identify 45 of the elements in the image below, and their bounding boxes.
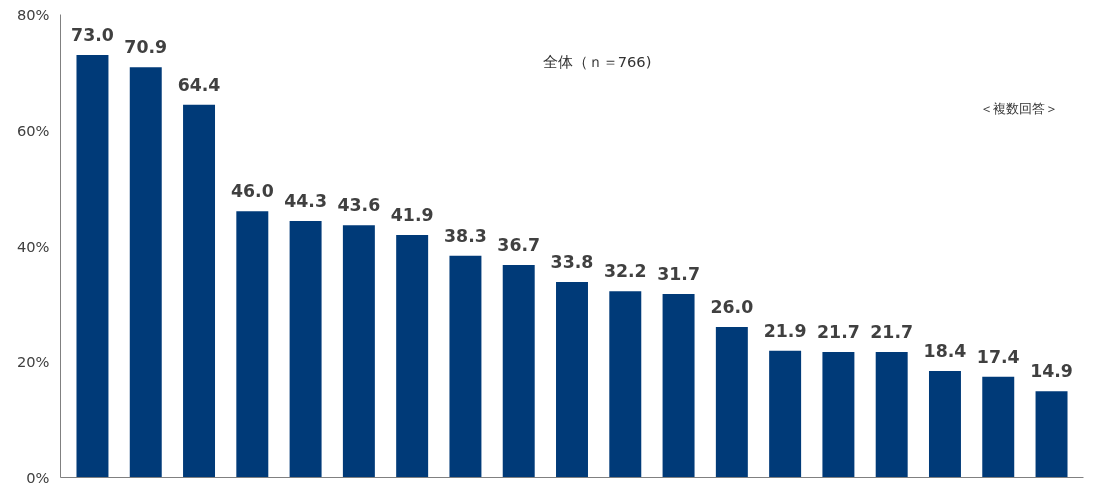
data-label: 31.7 bbox=[657, 264, 700, 285]
data-label: 21.7 bbox=[817, 321, 860, 342]
y-tick-label: 20% bbox=[16, 353, 50, 371]
bar bbox=[769, 350, 802, 478]
bar bbox=[289, 221, 322, 478]
data-label: 33.8 bbox=[550, 251, 594, 272]
bar bbox=[822, 351, 855, 478]
annotation: ＜複数回答＞ bbox=[979, 101, 1058, 117]
data-label: 46.0 bbox=[230, 181, 274, 202]
bar bbox=[556, 281, 588, 478]
data-label: 41.9 bbox=[390, 205, 434, 225]
data-label: 44.3 bbox=[284, 191, 327, 212]
bar bbox=[1035, 391, 1068, 478]
bar bbox=[76, 55, 109, 478]
data-label: 36.7 bbox=[497, 235, 541, 256]
data-label: 38.3 bbox=[444, 225, 487, 246]
data-label: 26.0 bbox=[710, 297, 754, 318]
y-tick-label: 0% bbox=[26, 469, 50, 486]
bar bbox=[982, 376, 1015, 478]
data-label: 70.9 bbox=[124, 37, 168, 58]
bar bbox=[396, 235, 429, 478]
data-label: 21.7 bbox=[870, 321, 914, 342]
data-label: 43.6 bbox=[337, 195, 381, 216]
data-label: 64.4 bbox=[177, 74, 221, 95]
bar bbox=[342, 225, 375, 478]
y-tick-label: 60% bbox=[16, 121, 50, 139]
data-label: 14.9 bbox=[1030, 361, 1073, 382]
bar bbox=[129, 67, 162, 478]
bar bbox=[236, 211, 269, 478]
annotation: 全体（ｎ＝766) bbox=[542, 53, 652, 71]
data-label: 32.2 bbox=[603, 261, 647, 282]
bar bbox=[662, 294, 695, 478]
bar bbox=[183, 104, 216, 478]
data-label: 21.9 bbox=[763, 320, 807, 341]
bar bbox=[875, 351, 908, 478]
bar bbox=[715, 327, 748, 478]
data-label: 18.4 bbox=[923, 341, 967, 362]
data-label: 17.4 bbox=[976, 346, 1020, 367]
y-tick-label: 80% bbox=[16, 6, 50, 23]
bar bbox=[502, 265, 535, 478]
data-label: 73.0 bbox=[71, 25, 114, 46]
bar bbox=[609, 291, 642, 478]
bar bbox=[928, 371, 961, 478]
y-tick-label: 40% bbox=[16, 237, 50, 255]
bar bbox=[449, 255, 482, 478]
